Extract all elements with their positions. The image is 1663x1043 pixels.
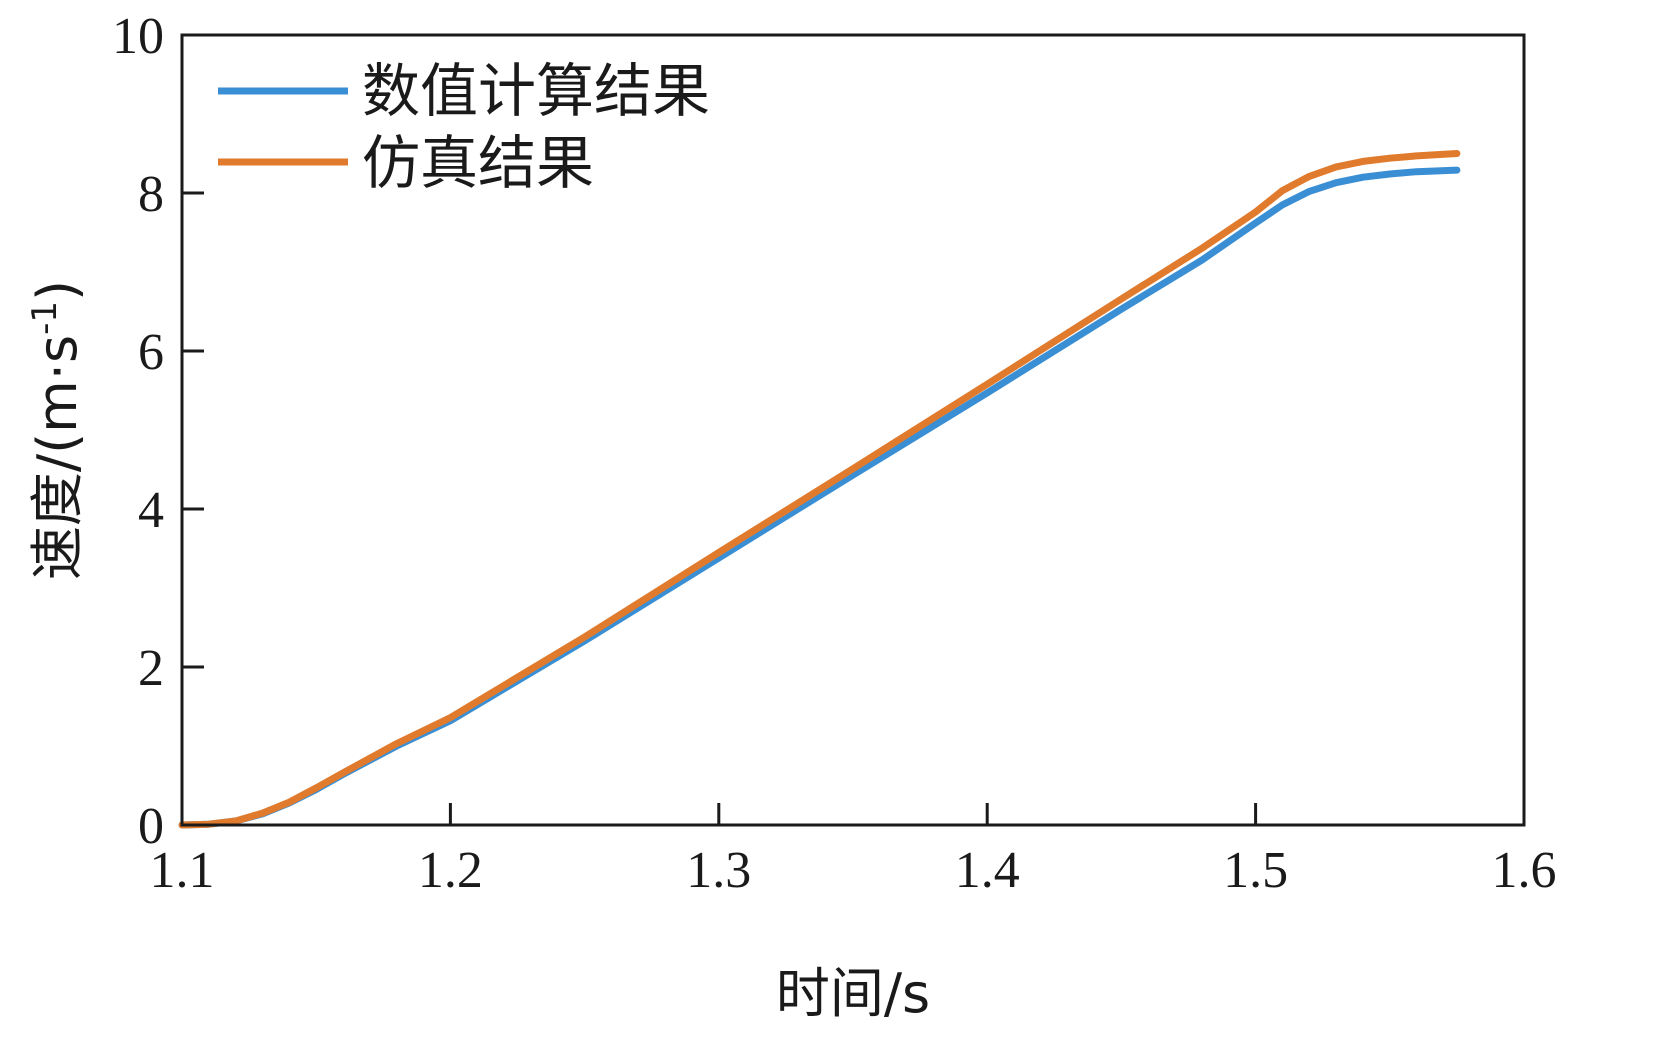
y-axis-title: 速度/(m·s-1): [25, 280, 89, 580]
x-tick-label: 1.1: [150, 842, 215, 899]
y-tick-label: 4: [138, 482, 164, 539]
ticks-layer: [182, 191, 1258, 825]
y-tick-label: 6: [138, 324, 164, 381]
y-tick-label: 8: [138, 166, 164, 223]
x-tick-label: 1.5: [1223, 842, 1288, 899]
series-line-1: [178, 150, 1461, 829]
y-tick-label: 2: [138, 640, 164, 697]
y-axis-title-superscript: -1: [25, 301, 65, 335]
x-axis-title: 时间/s: [776, 962, 930, 1025]
x-tick-label: 1.3: [686, 842, 751, 899]
y-tick-label: 10: [112, 8, 164, 65]
x-tick-label: 1.2: [418, 842, 483, 899]
legend: 数值计算结果 仿真结果: [218, 57, 710, 197]
x-tick-label: 1.6: [1492, 842, 1557, 899]
y-axis-title-close: ): [26, 280, 89, 301]
series-layer: [178, 150, 1461, 829]
series-line-0: [178, 166, 1461, 829]
plot-frame: [180, 33, 1526, 827]
y-tick-label: 0: [138, 798, 164, 855]
legend-label-numeric: 数值计算结果: [362, 57, 710, 125]
tick-labels-layer: 1.1 1.2 1.3 1.4 1.5 1.6 0 2 4 6 8 10: [112, 8, 1557, 899]
legend-label-simulation: 仿真结果: [362, 129, 594, 197]
y-axis-title-main: 速度/(m·s: [26, 335, 89, 580]
x-tick-label: 1.4: [955, 842, 1020, 899]
